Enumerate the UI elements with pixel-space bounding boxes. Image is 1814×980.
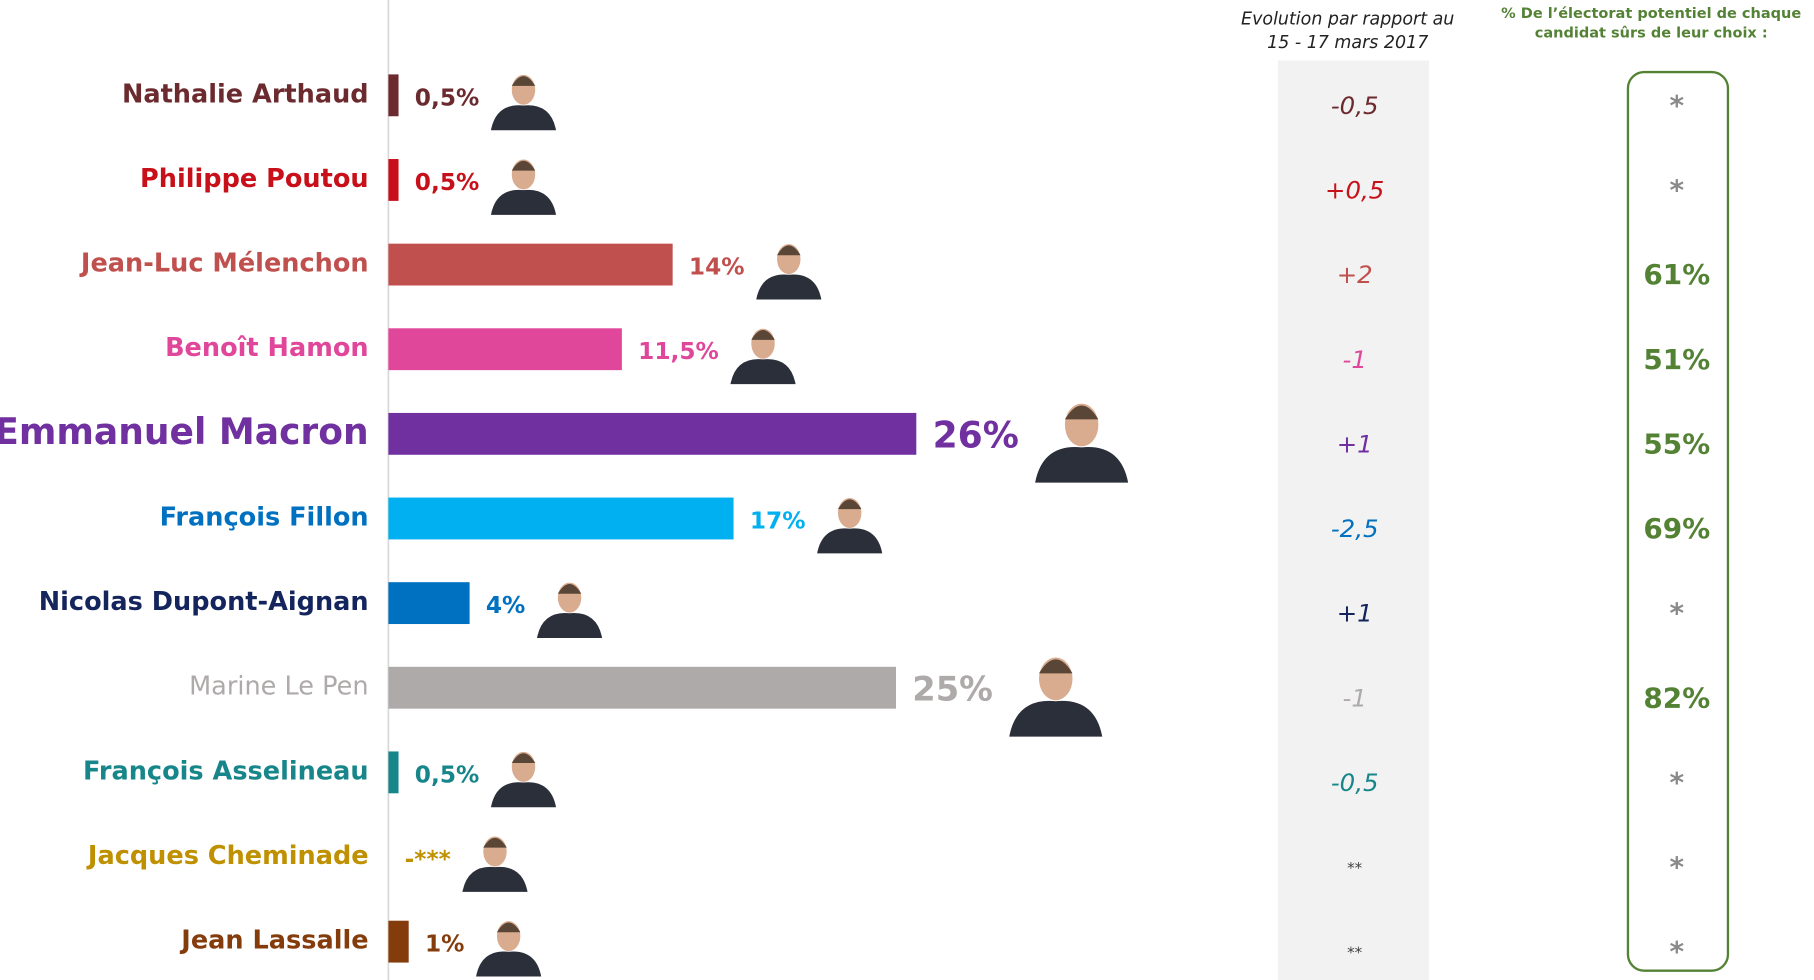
candidate-photo	[491, 75, 556, 130]
value-label: 0,5%	[415, 169, 479, 196]
evolution-title: Evolution par rapport au	[1241, 10, 1454, 30]
page: Evolution par rapport au 15 - 17 mars 20…	[0, 0, 1814, 980]
candidate-name: Emmanuel Macron	[0, 412, 369, 453]
evolution-value: +1	[1337, 429, 1373, 458]
photo-part	[491, 782, 556, 807]
value-label: 14%	[689, 254, 745, 281]
bar	[388, 328, 622, 370]
value-label: 25%	[912, 670, 993, 709]
value-label: -***	[405, 846, 451, 873]
photo-part	[1065, 405, 1098, 419]
evolution-value: +1	[1337, 599, 1373, 628]
value-label: 11,5%	[638, 338, 719, 365]
certainty-value: *	[1669, 935, 1684, 968]
value-label: 0,5%	[415, 84, 479, 111]
photo-part	[512, 76, 535, 86]
certainty-title: candidat sûrs de leur choix :	[1535, 26, 1768, 42]
certainty-title: % De l’électorat potentiel de chaque	[1501, 6, 1801, 22]
photo-part	[512, 161, 535, 171]
candidate-name: Philippe Poutou	[140, 164, 369, 194]
candidate-name: Jean-Luc Mélenchon	[79, 249, 369, 279]
evolution-value: +2	[1337, 260, 1373, 289]
evolution-value: -0,5	[1331, 768, 1379, 797]
evolution-value: -1	[1343, 683, 1367, 712]
candidate-name: Nicolas Dupont-Aignan	[39, 587, 369, 617]
evolution-value: **	[1347, 944, 1363, 962]
bar	[388, 413, 916, 455]
candidate-photo	[491, 752, 556, 807]
candidate-photo	[476, 921, 541, 976]
value-label: 4%	[486, 592, 525, 619]
photo-part	[491, 105, 556, 130]
bar	[388, 751, 398, 793]
photo-part	[1039, 659, 1072, 673]
value-label: 1%	[425, 931, 464, 958]
photo-part	[512, 753, 535, 763]
value-label: 26%	[933, 415, 1019, 456]
certainty-value: *	[1669, 597, 1684, 630]
evolution-value: -0,5	[1331, 91, 1379, 120]
photo-part	[558, 584, 581, 594]
bar	[388, 159, 398, 201]
certainty-value: 51%	[1643, 343, 1710, 376]
bar	[388, 498, 733, 540]
candidate-name: Jacques Cheminade	[86, 841, 369, 871]
photo-part	[777, 245, 800, 255]
certainty-value: 61%	[1643, 258, 1710, 291]
candidate-photo	[1009, 658, 1102, 737]
candidate-name: François Asselineau	[83, 756, 369, 786]
bar	[388, 582, 469, 624]
bar	[388, 244, 672, 286]
photo-part	[462, 867, 527, 892]
photo-part	[756, 274, 821, 299]
photo-part	[1035, 447, 1128, 483]
candidate-name: Jean Lassalle	[179, 926, 368, 956]
candidate-name: Nathalie Arthaud	[122, 79, 369, 109]
photo-part	[497, 922, 520, 932]
photo-part	[838, 499, 861, 509]
photo-part	[730, 359, 795, 384]
certainty-value: 69%	[1643, 512, 1710, 545]
certainty-value: *	[1669, 89, 1684, 122]
value-label: 0,5%	[415, 761, 479, 788]
evolution-value: +0,5	[1325, 176, 1384, 205]
photo-part	[537, 613, 602, 638]
candidate-photo	[491, 159, 556, 214]
photo-part	[1009, 701, 1102, 737]
value-label: 17%	[750, 507, 806, 534]
bar	[388, 921, 408, 963]
evolution-value: -2,5	[1331, 514, 1379, 543]
evolution-value: **	[1347, 859, 1363, 877]
bar	[388, 667, 896, 709]
certainty-value: *	[1669, 766, 1684, 799]
candidate-photo	[462, 837, 527, 892]
photo-part	[817, 528, 882, 553]
candidate-photo	[1035, 404, 1128, 483]
candidate-photo	[817, 498, 882, 553]
certainty-value: *	[1669, 174, 1684, 207]
candidate-name: François Fillon	[160, 502, 369, 532]
chart: Evolution par rapport au 15 - 17 mars 20…	[0, 0, 1814, 980]
certainty-value: *	[1669, 851, 1684, 884]
candidate-photo	[537, 583, 602, 638]
candidate-photo	[730, 329, 795, 384]
candidate-photo	[756, 244, 821, 299]
certainty-value: 55%	[1643, 427, 1710, 460]
bar	[388, 74, 398, 116]
photo-part	[483, 838, 506, 848]
evolution-title: 15 - 17 mars 2017	[1267, 33, 1428, 53]
candidate-name: Benoît Hamon	[165, 333, 369, 363]
photo-part	[491, 190, 556, 215]
certainty-value: 82%	[1643, 681, 1710, 714]
photo-part	[476, 952, 541, 977]
candidate-name: Marine Le Pen	[189, 672, 368, 702]
photo-part	[751, 330, 774, 340]
evolution-value: -1	[1343, 345, 1367, 374]
